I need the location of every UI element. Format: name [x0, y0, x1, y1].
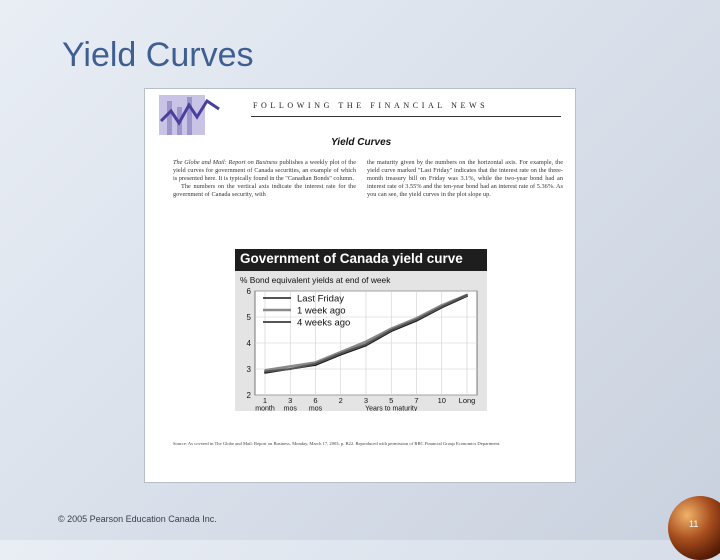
left-paragraph-2: The numbers on the vertical axis indicat…: [173, 183, 356, 198]
x-tick-label-0: 1: [263, 396, 267, 405]
figure-card: FOLLOWING THE FINANCIAL NEWS Yield Curve…: [144, 88, 576, 483]
x-tick-sublabel-0: month: [255, 406, 275, 412]
series-2-point-4: [365, 343, 367, 346]
series-2-point-1: [289, 368, 292, 370]
legend-label-2: 4 weeks ago: [297, 318, 350, 329]
series-1-point-4: [365, 340, 367, 343]
body-column-left: The Globe and Mail: Report on Business p…: [173, 159, 356, 199]
series-2-point-2: [314, 362, 317, 365]
figure-header: FOLLOWING THE FINANCIAL NEWS: [253, 101, 489, 110]
chart-logo-icon: [159, 95, 220, 135]
x-axis-label: Years to maturity: [365, 406, 418, 412]
x-tick-label-4: 3: [364, 396, 368, 405]
x-tick-label-8: Long: [459, 396, 476, 405]
y-tick-label-3: 5: [247, 313, 252, 322]
x-tick-label-1: 3: [288, 396, 292, 405]
box-title: Yield Curves: [331, 137, 392, 148]
chart-title: Government of Canada yield curve: [240, 251, 463, 266]
y-tick-label-1: 3: [247, 365, 252, 374]
left-paragraph-1: The Globe and Mail: Report on Business p…: [173, 159, 356, 183]
header-divider: [251, 116, 561, 117]
chart-y-label: % Bond equivalent yields at end of week: [240, 275, 391, 285]
right-paragraph: the maturity given by the numbers on the…: [367, 159, 563, 198]
x-tick-sublabel-2: mos: [309, 406, 323, 412]
series-2-point-7: [440, 305, 443, 308]
chart-title-bar: Government of Canada yield curve: [235, 249, 487, 271]
legend-label-1: 1 week ago: [297, 306, 346, 317]
y-tick-label-2: 4: [247, 339, 252, 348]
slide-title: Yield Curves: [62, 36, 254, 74]
y-tick-label-4: 6: [247, 287, 252, 296]
x-tick-label-3: 2: [339, 396, 343, 405]
left-paragraph-1-text: publishes a weekly plot of the yield cur…: [173, 159, 356, 182]
page-number: 11: [689, 519, 699, 529]
x-tick-label-5: 5: [389, 396, 393, 405]
series-2-point-6: [415, 318, 418, 321]
source-note: Source: As covered in The Globe and Mail…: [173, 441, 501, 446]
series-2-point-5: [390, 329, 393, 331]
series-2-point-3: [339, 352, 342, 355]
chart-panel: Government of Canada yield curve % Bond …: [235, 249, 487, 411]
copyright-text: © 2005 Pearson Education Canada Inc.: [58, 514, 217, 524]
x-tick-label-6: 7: [414, 396, 418, 405]
body-column-right: the maturity given by the numbers on the…: [367, 159, 563, 199]
x-tick-label-2: 6: [313, 396, 317, 405]
legend-label-0: Last Friday: [297, 294, 344, 305]
publication-name: The Globe and Mail: Report on Business: [173, 159, 278, 166]
y-tick-label-0: 2: [247, 391, 252, 400]
x-tick-label-7: 10: [438, 396, 446, 405]
series-2-point-8: [466, 294, 468, 296]
series-1-point-1: [289, 365, 292, 368]
series-2-point-0: [264, 370, 266, 373]
x-tick-sublabel-1: mos: [284, 406, 298, 412]
